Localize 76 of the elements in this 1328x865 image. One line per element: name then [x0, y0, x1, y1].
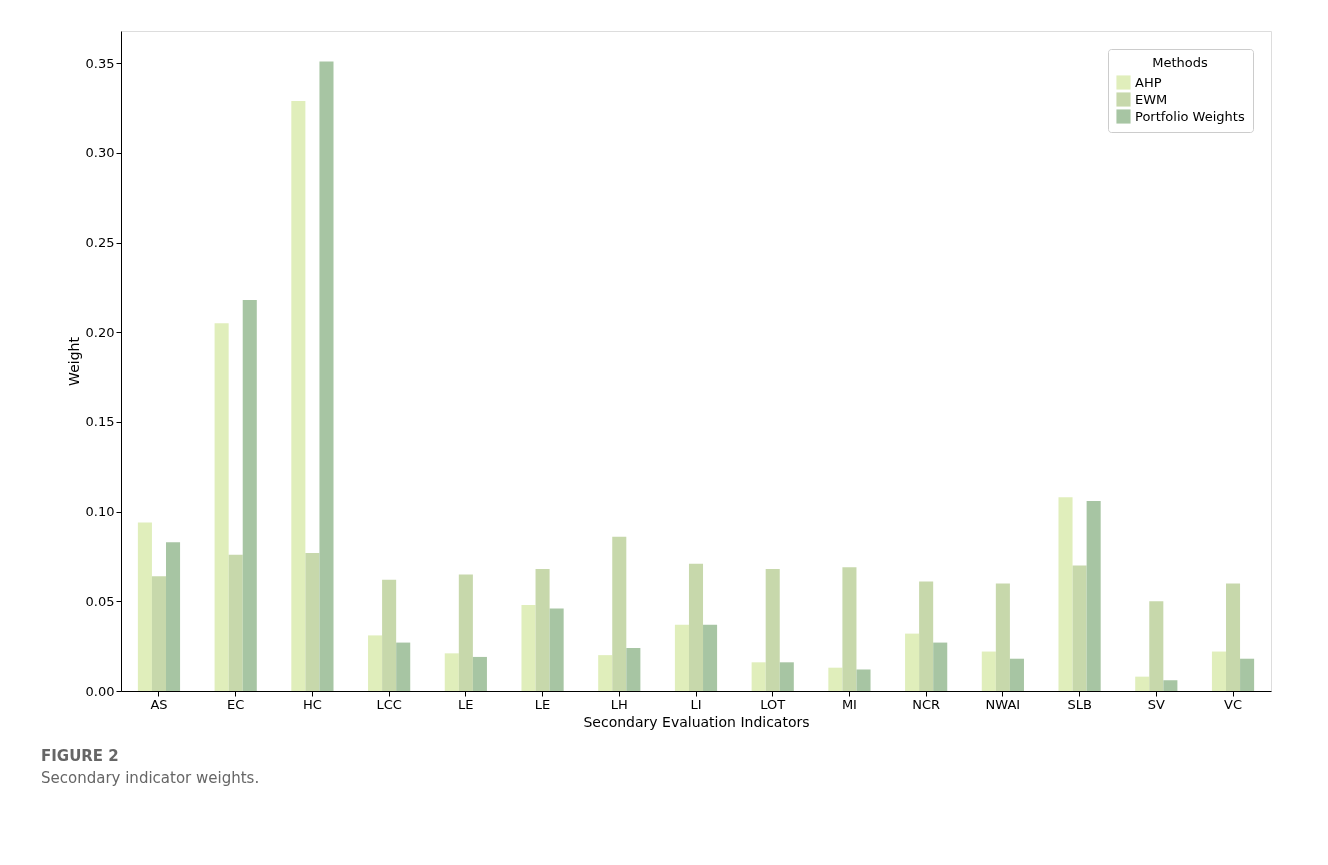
bar: [856, 669, 871, 691]
bar: [1072, 565, 1087, 691]
bar: [214, 323, 229, 691]
bar: [842, 567, 857, 691]
x-tick-label: VC: [1224, 696, 1243, 712]
bar: [1135, 676, 1150, 691]
bar: [458, 574, 473, 691]
bar: [396, 642, 411, 691]
y-tick-label: 0.05: [85, 593, 115, 609]
x-tick-label: LE: [534, 696, 551, 712]
bar: [521, 604, 536, 691]
bar: [598, 655, 613, 691]
legend-label: AHP: [1135, 74, 1162, 90]
bar: [1058, 497, 1073, 691]
x-tick-label: LCC: [376, 696, 402, 712]
bar: [1240, 658, 1255, 691]
bar: [549, 608, 564, 691]
bar: [242, 300, 257, 691]
bar: [444, 653, 459, 691]
x-tick-label: EC: [227, 696, 245, 712]
x-tick-label: SV: [1147, 696, 1165, 712]
x-tick-label: LE: [458, 696, 474, 712]
bar: [1149, 601, 1164, 691]
legend-title: Methods: [1152, 55, 1208, 70]
bar: [995, 583, 1010, 691]
bar: [703, 624, 718, 691]
bar: [319, 61, 334, 691]
x-tick-label: NCR: [912, 696, 941, 712]
bar: [626, 647, 641, 691]
bar: [137, 522, 152, 691]
bar: [919, 581, 934, 691]
bar: [1225, 583, 1241, 691]
bar: [1086, 500, 1101, 691]
bar: [765, 569, 780, 691]
y-tick-label: 0.35: [85, 55, 115, 71]
bar: [305, 552, 320, 691]
bar: [472, 656, 487, 691]
bar: [828, 667, 843, 691]
x-tick-label: AS: [150, 696, 168, 712]
y-tick-label: 0.15: [85, 414, 115, 430]
bar: [166, 542, 181, 691]
bar: [933, 642, 948, 691]
bar: [981, 651, 996, 691]
bar: [535, 569, 550, 691]
x-tick-label: LH: [610, 696, 628, 712]
x-tick-label: LOT: [760, 696, 786, 712]
y-tick-label: 0.10: [85, 504, 115, 520]
bar: [368, 635, 383, 691]
y-tick-label: 0.30: [85, 145, 115, 161]
bar: [291, 100, 306, 691]
bar: [1211, 651, 1226, 691]
x-tick-label: SLB: [1067, 696, 1092, 712]
y-tick-label: 0.25: [85, 235, 115, 251]
bar: [382, 579, 397, 691]
bar: [1009, 658, 1024, 691]
bar: [228, 554, 243, 691]
bar: [674, 624, 689, 691]
bar: [612, 536, 627, 691]
caption: FIGURE 2: [41, 747, 119, 765]
text: Secondary indicator weights.: [41, 769, 260, 787]
x-tick-label: LI: [690, 696, 702, 712]
bar: [751, 662, 766, 691]
x-axis-title: Secondary Evaluation Indicators: [583, 713, 810, 730]
y-tick-label: 0.20: [85, 324, 115, 340]
bar: [688, 563, 704, 691]
y-axis-title: Weight: [65, 336, 82, 386]
legend-label: EWM: [1135, 91, 1168, 107]
x-tick-label: HC: [302, 696, 322, 712]
x-tick-label: NWAI: [985, 696, 1021, 712]
bar: [779, 662, 794, 691]
legend-label: Portfolio Weights: [1135, 108, 1245, 124]
y-tick-label: 0.00: [85, 683, 115, 699]
x-tick-label: MI: [841, 696, 857, 712]
bar: [905, 633, 920, 691]
bar: [151, 576, 167, 691]
bar: [1163, 680, 1178, 691]
